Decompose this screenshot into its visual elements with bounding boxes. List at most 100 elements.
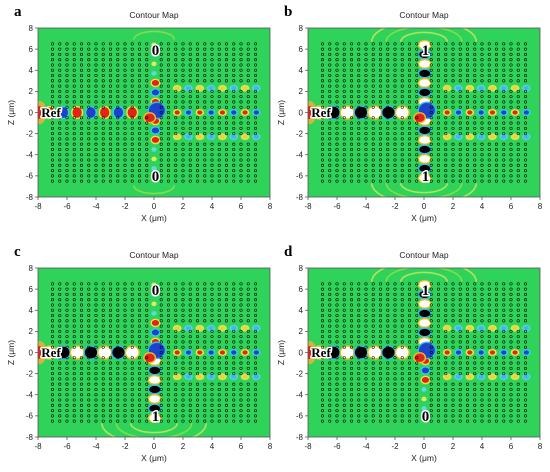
rod (523, 179, 528, 183)
rod (130, 63, 134, 67)
output-field-peak (444, 110, 450, 115)
rod (159, 137, 163, 141)
rod (50, 419, 55, 423)
rod (342, 142, 346, 146)
rod (94, 329, 98, 333)
rod (357, 366, 361, 370)
rod (210, 335, 214, 339)
rod (210, 58, 214, 62)
rod (378, 356, 383, 360)
rod (123, 345, 127, 349)
rod (328, 116, 332, 120)
vertical-field-weak (151, 42, 157, 48)
rod (166, 42, 171, 46)
rod (473, 329, 477, 333)
rod (239, 169, 243, 173)
rod (357, 84, 361, 88)
rod (494, 89, 499, 93)
rod (94, 132, 98, 136)
rod (145, 126, 149, 130)
rod (195, 345, 200, 349)
rod (224, 308, 229, 312)
rod (487, 100, 491, 104)
rod (451, 95, 455, 99)
output-field-peak (512, 110, 518, 115)
rod (393, 163, 397, 167)
rod (116, 419, 120, 423)
output-field-peak (197, 110, 203, 115)
rod (516, 132, 520, 136)
rod (108, 105, 113, 109)
rod (159, 68, 163, 72)
rod (335, 147, 339, 151)
rod (349, 137, 354, 141)
rod (65, 324, 69, 328)
rod (444, 63, 448, 67)
rod (371, 68, 375, 72)
rod (79, 68, 84, 72)
rod (87, 366, 91, 370)
rod (436, 121, 441, 125)
rod (502, 153, 506, 157)
rod (357, 179, 361, 183)
rod (320, 361, 325, 365)
rod (116, 163, 120, 167)
rod (65, 298, 69, 302)
rod (239, 116, 243, 120)
rod (516, 68, 520, 72)
rod (188, 282, 192, 286)
rod (364, 63, 368, 67)
rod (87, 95, 91, 99)
rod (130, 84, 134, 88)
rod (253, 366, 258, 370)
rod (72, 42, 76, 46)
rod (72, 47, 76, 51)
rod (415, 147, 419, 151)
rod (101, 398, 105, 402)
rod (188, 329, 192, 333)
rod (108, 298, 113, 302)
rod (494, 361, 499, 365)
rod (407, 366, 412, 370)
rod (217, 126, 221, 130)
rod (174, 366, 178, 370)
rod (502, 89, 506, 93)
rod (195, 361, 200, 365)
rod (378, 372, 383, 376)
rod (494, 179, 499, 183)
rod (253, 292, 258, 296)
rod (444, 409, 448, 413)
rod (400, 335, 404, 339)
rod (174, 74, 178, 78)
rod (217, 398, 221, 402)
rod (364, 377, 368, 381)
rod (407, 409, 412, 413)
rod (335, 314, 339, 318)
rod (378, 126, 383, 130)
rod (203, 314, 207, 318)
rod (188, 287, 192, 291)
rod (210, 42, 214, 46)
rod (159, 52, 163, 56)
rod (166, 324, 171, 328)
output-field-peak (523, 110, 529, 115)
rod (210, 174, 214, 178)
rod (145, 58, 149, 62)
rod (364, 79, 368, 83)
input-field-peak (72, 107, 82, 118)
rod (415, 387, 419, 391)
rod (166, 58, 171, 62)
rod (400, 137, 404, 141)
rod (58, 132, 62, 136)
rod (357, 116, 361, 120)
rod (400, 329, 404, 333)
rod (473, 95, 477, 99)
rod (386, 377, 390, 381)
rod (320, 335, 325, 339)
rod (357, 105, 361, 109)
rod (436, 169, 441, 173)
rod (516, 356, 520, 360)
rod (79, 298, 84, 302)
rod (451, 340, 455, 344)
rod (123, 89, 127, 93)
